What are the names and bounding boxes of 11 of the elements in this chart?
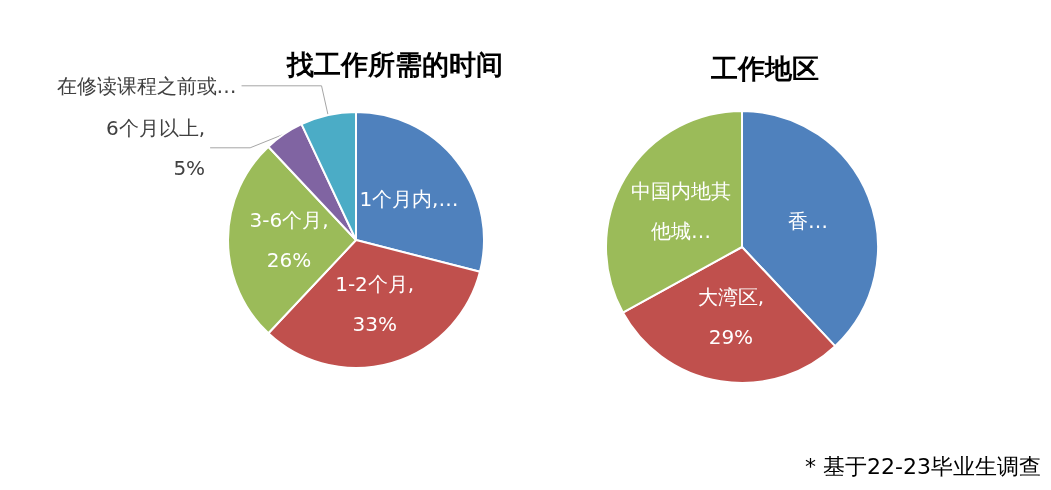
chart-title: 找工作所需的时间	[286, 49, 503, 80]
slice-label: 1-2个月, 33%	[335, 272, 415, 337]
slice-label: 中国内地其他城…	[630, 178, 731, 243]
chart-title: 工作地区	[710, 53, 819, 84]
slice-label: 大湾区, 29%	[697, 285, 765, 350]
slice-label: 6个月以上, 5%	[106, 115, 206, 180]
text: * 基于22-23毕业生调查	[805, 453, 1041, 481]
slice-label: 3-6个月, 26%	[249, 208, 329, 272]
slice-label: 香…	[788, 208, 829, 233]
slice-label: 在修读课程之前或…	[56, 73, 237, 98]
slice-label: 1个月内,…	[359, 186, 459, 211]
